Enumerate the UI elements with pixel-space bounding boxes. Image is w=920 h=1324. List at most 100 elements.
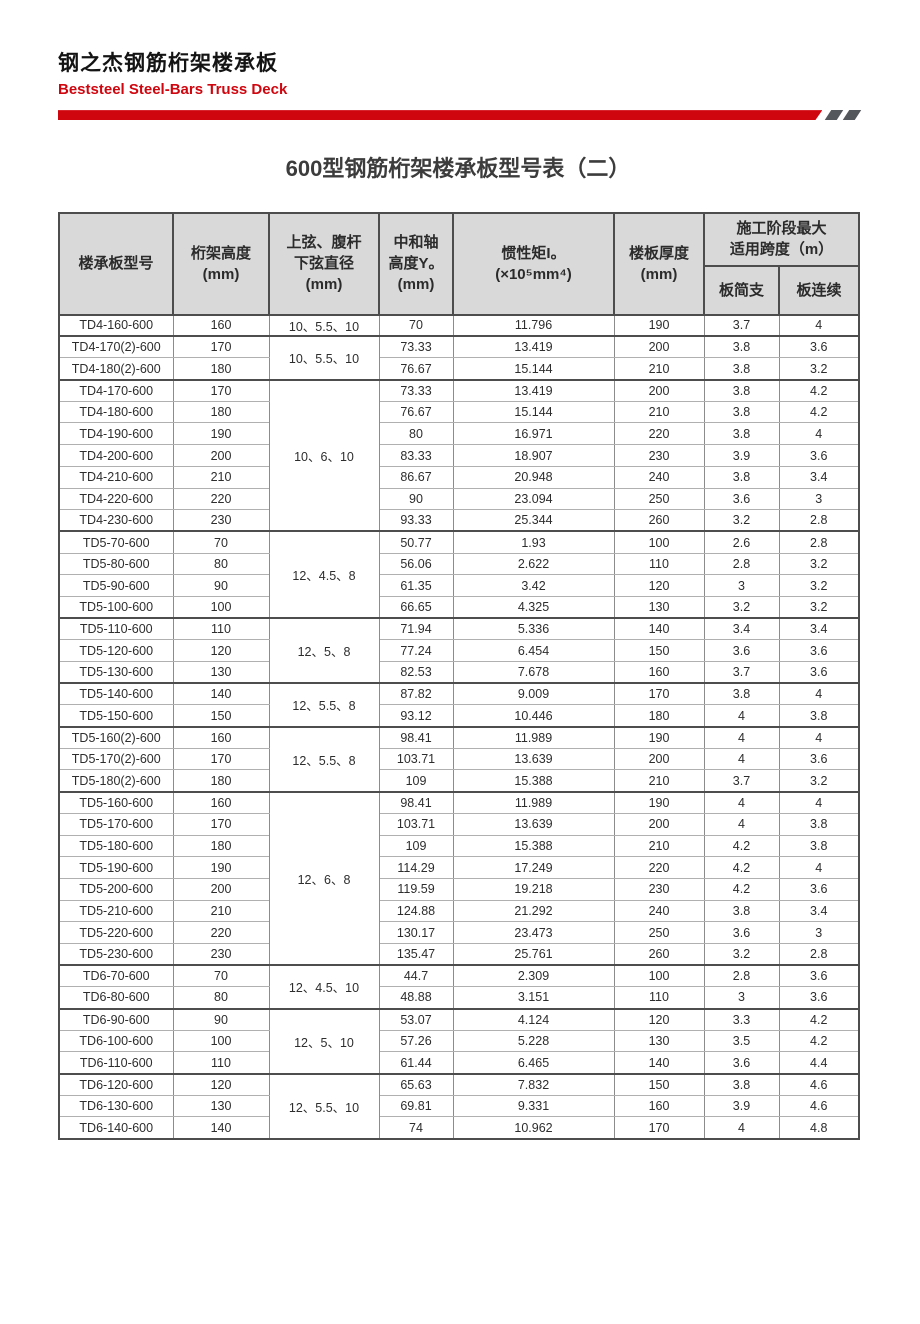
header-span-continuous: 板连续 bbox=[778, 264, 860, 316]
cell-neutral-axis: 114.29 bbox=[378, 856, 454, 879]
cell-inertia: 13.639 bbox=[452, 747, 615, 771]
cell-truss-height: 130 bbox=[172, 1094, 270, 1118]
cell-model: TD5-120-600 bbox=[58, 639, 174, 663]
cell-neutral-axis: 56.06 bbox=[378, 552, 454, 576]
cell-span-continuous: 4 bbox=[778, 725, 860, 749]
cell-thickness: 150 bbox=[613, 1072, 705, 1096]
cell-model: TD6-120-600 bbox=[58, 1072, 174, 1096]
cell-span-continuous: 3.2 bbox=[778, 769, 860, 793]
cell-inertia: 23.473 bbox=[452, 921, 615, 944]
cell-thickness: 260 bbox=[613, 942, 705, 966]
cell-thickness: 200 bbox=[613, 378, 705, 402]
cell-model: TD5-110-600 bbox=[58, 617, 174, 641]
cell-thickness: 250 bbox=[613, 921, 705, 944]
cell-neutral-axis: 73.33 bbox=[378, 335, 454, 359]
table-title: 600型钢筋桁架楼承板型号表（二） bbox=[285, 156, 631, 182]
cell-span-continuous: 3.8 bbox=[778, 812, 860, 836]
cell-inertia: 15.144 bbox=[452, 400, 615, 424]
cell-model: TD6-100-600 bbox=[58, 1029, 174, 1053]
cell-diameter: 12、5.5、8 bbox=[268, 682, 380, 728]
cell-thickness: 210 bbox=[613, 834, 705, 858]
cell-diameter: 12、5.5、10 bbox=[268, 1072, 380, 1140]
cell-model: TD5-200-600 bbox=[58, 877, 174, 901]
cell-model: TD4-230-600 bbox=[58, 509, 174, 532]
cell-truss-height: 190 bbox=[172, 422, 270, 446]
cell-span-simple: 3.8 bbox=[703, 899, 780, 923]
cell-span-continuous: 4 bbox=[778, 790, 860, 814]
cell-truss-height: 160 bbox=[172, 313, 270, 337]
cell-thickness: 160 bbox=[613, 661, 705, 684]
cell-span-simple: 3.8 bbox=[703, 1072, 780, 1096]
header-line: 适用跨度（m） bbox=[729, 241, 834, 259]
cell-truss-height: 130 bbox=[172, 661, 270, 684]
cell-model: TD4-180-600 bbox=[58, 400, 174, 424]
cell-diameter: 12、5、8 bbox=[268, 617, 380, 684]
cell-span-continuous: 3.6 bbox=[778, 964, 860, 988]
cell-span-continuous: 2.8 bbox=[778, 509, 860, 532]
cell-span-continuous: 4.2 bbox=[778, 378, 860, 402]
cell-neutral-axis: 53.07 bbox=[378, 1007, 454, 1031]
header-truss-height: 桁架高度 (mm) bbox=[172, 211, 270, 316]
cell-neutral-axis: 61.35 bbox=[378, 574, 454, 597]
cell-inertia: 3.151 bbox=[452, 986, 615, 1010]
table-row: TD4-200-600 200 83.33 18.907 230 3.9 3.6 bbox=[58, 444, 860, 467]
cell-thickness: 120 bbox=[613, 1007, 705, 1031]
cell-span-simple: 3.2 bbox=[703, 595, 780, 619]
cell-truss-height: 230 bbox=[172, 942, 270, 966]
cell-span-simple: 4 bbox=[703, 1116, 780, 1140]
cell-span-simple: 3.7 bbox=[703, 313, 780, 337]
cell-span-continuous: 4.8 bbox=[778, 1116, 860, 1140]
cell-thickness: 220 bbox=[613, 422, 705, 446]
cell-span-continuous: 3.6 bbox=[778, 877, 860, 901]
header-line: (mm) bbox=[397, 276, 435, 294]
cell-span-simple: 4 bbox=[703, 747, 780, 771]
header-line: 惯性矩I。 bbox=[501, 244, 566, 262]
cell-truss-height: 120 bbox=[172, 639, 270, 663]
cell-neutral-axis: 48.88 bbox=[378, 986, 454, 1010]
cell-truss-height: 80 bbox=[172, 986, 270, 1010]
cell-span-simple: 3.6 bbox=[703, 639, 780, 663]
cell-model: TD5-90-600 bbox=[58, 574, 174, 597]
cell-model: TD6-110-600 bbox=[58, 1051, 174, 1075]
cell-inertia: 5.336 bbox=[452, 617, 615, 641]
cell-thickness: 240 bbox=[613, 899, 705, 923]
table-row: TD5-220-600 220 130.17 23.473 250 3.6 3 bbox=[58, 921, 860, 944]
cell-model: TD5-220-600 bbox=[58, 921, 174, 944]
cell-span-continuous: 4.2 bbox=[778, 1007, 860, 1031]
cell-thickness: 210 bbox=[613, 400, 705, 424]
cell-inertia: 25.344 bbox=[452, 509, 615, 532]
table-row: TD4-160-600 160 10、5.5、10 70 11.796 190 3.7 4 bbox=[58, 313, 860, 337]
cell-neutral-axis: 86.67 bbox=[378, 465, 454, 489]
cell-model: TD4-210-600 bbox=[58, 465, 174, 489]
table-row: TD6-120-600 120 12、5.5、10 65.63 7.832 150 3.8 4… bbox=[58, 1072, 860, 1140]
table-row: TD4-230-600 230 93.33 25.344 260 3.2 2.8 bbox=[58, 509, 860, 532]
cell-span-simple: 4 bbox=[703, 725, 780, 749]
table-row: TD6-80-600 80 48.88 3.151 110 3 3.6 bbox=[58, 986, 860, 1010]
cell-span-continuous: 4.2 bbox=[778, 400, 860, 424]
cell-inertia: 15.144 bbox=[452, 357, 615, 381]
red-rule bbox=[58, 110, 822, 120]
header-line: (mm) bbox=[202, 265, 240, 283]
cell-model: TD5-80-600 bbox=[58, 552, 174, 576]
cell-inertia: 15.388 bbox=[452, 834, 615, 858]
cell-thickness: 210 bbox=[613, 769, 705, 793]
cell-model: TD4-190-600 bbox=[58, 422, 174, 446]
cell-span-simple: 3.9 bbox=[703, 1094, 780, 1118]
cell-neutral-axis: 135.47 bbox=[378, 942, 454, 966]
cell-inertia: 3.42 bbox=[452, 574, 615, 597]
slash-icon bbox=[842, 110, 862, 121]
cell-span-continuous: 3.6 bbox=[778, 661, 860, 684]
cell-thickness: 130 bbox=[613, 1029, 705, 1053]
cell-model: TD5-190-600 bbox=[58, 856, 174, 879]
cell-inertia: 13.419 bbox=[452, 335, 615, 359]
table-row: TD4-220-600 220 90 23.094 250 3.6 3 bbox=[58, 487, 860, 511]
cell-thickness: 190 bbox=[613, 725, 705, 749]
header-neutral-axis: 中和轴 高度Y。 (mm) bbox=[378, 211, 454, 316]
cell-truss-height: 200 bbox=[172, 877, 270, 901]
cell-inertia: 20.948 bbox=[452, 465, 615, 489]
cell-thickness: 220 bbox=[613, 856, 705, 879]
cell-model: TD5-210-600 bbox=[58, 899, 174, 923]
cell-inertia: 15.388 bbox=[452, 769, 615, 793]
cell-neutral-axis: 74 bbox=[378, 1116, 454, 1140]
cell-span-simple: 3 bbox=[703, 574, 780, 597]
